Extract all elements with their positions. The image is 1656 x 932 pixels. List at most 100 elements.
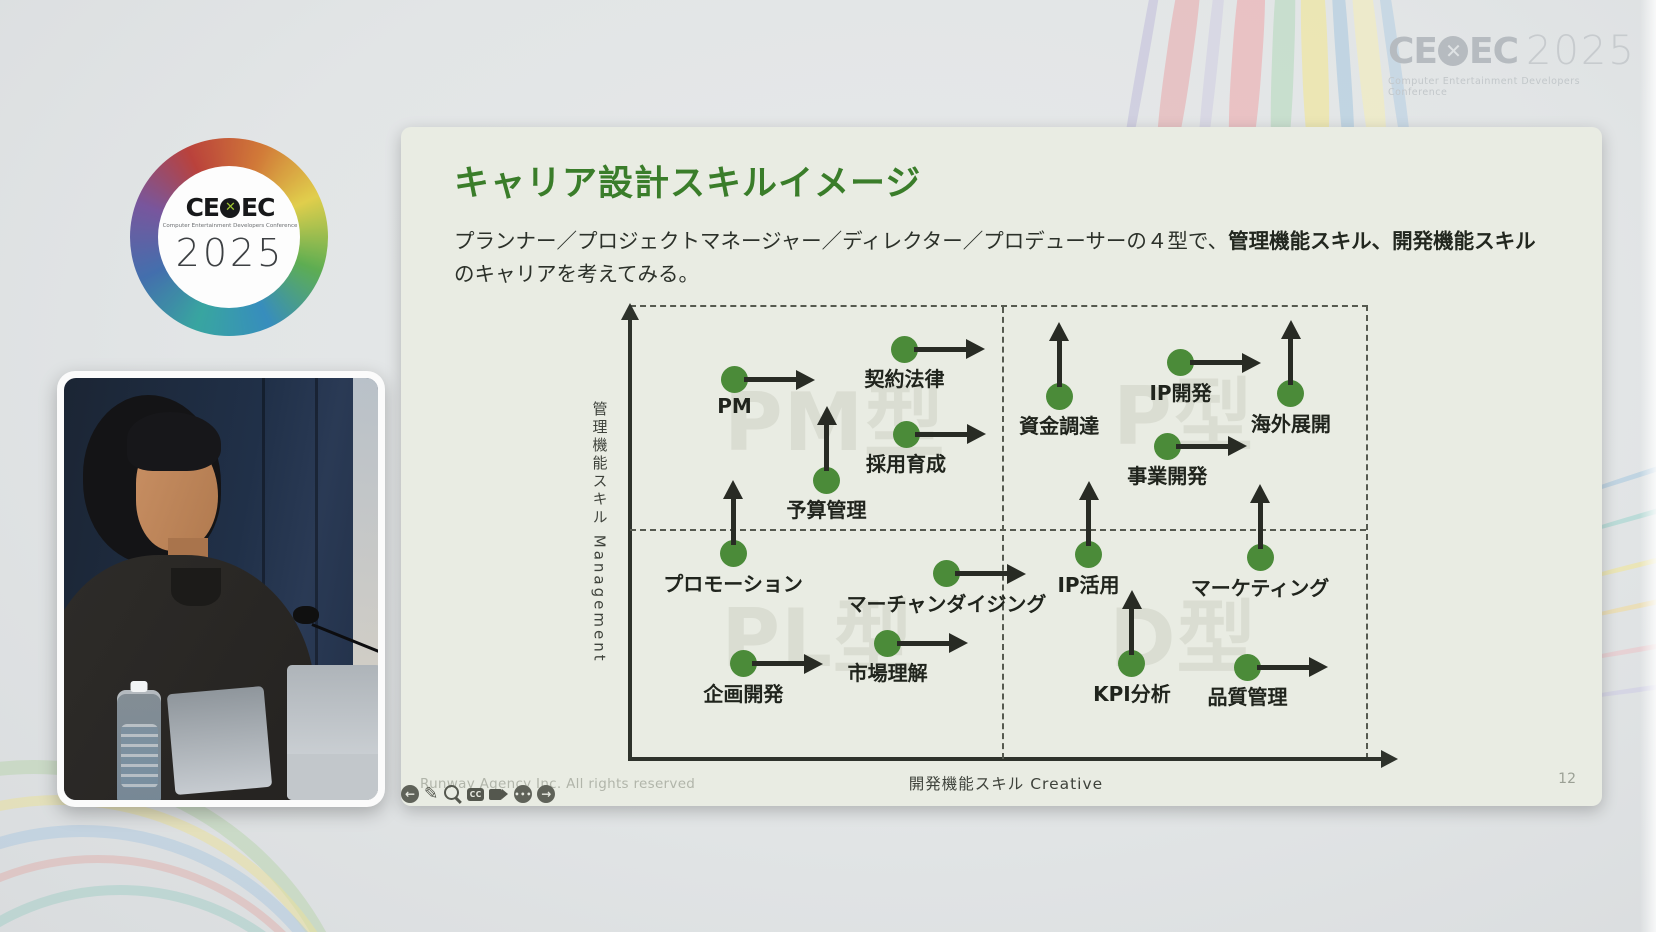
arrow-right-icon	[913, 346, 967, 352]
chart-y-axis-label: 管理機能スキル Management	[590, 400, 609, 664]
arrow-up-icon	[730, 497, 736, 545]
annotate-icon[interactable]: ✎	[424, 783, 439, 804]
quadrant-divider-vertical	[1001, 307, 1004, 759]
captions-icon[interactable]: CC	[467, 787, 485, 801]
arrow-up-head-icon	[1250, 483, 1271, 503]
microphone-icon	[293, 605, 320, 624]
data-point-label: プロモーション	[663, 571, 803, 596]
water-bottle	[117, 690, 162, 800]
data-point-label: 契約法律	[864, 367, 945, 392]
arrow-right-head-icon	[1007, 563, 1027, 584]
data-point-label: マーケティング	[1190, 575, 1330, 600]
arrow-right-icon	[1256, 664, 1310, 670]
data-point-label: 海外展開	[1250, 411, 1331, 436]
data-point-dot	[813, 466, 840, 494]
subtitle-bold-text: 管理機能スキル、開発機能スキル	[1228, 229, 1536, 253]
data-point-dot	[1246, 544, 1274, 572]
more-options-icon[interactable]: •••	[514, 785, 533, 803]
next-slide-icon[interactable]: →	[537, 785, 556, 803]
slide-title: キャリア設計スキルイメージ	[454, 164, 922, 204]
data-point-dot	[1045, 382, 1073, 410]
data-point-label: 採用育成	[866, 452, 946, 477]
camera-icon[interactable]	[489, 788, 509, 800]
data-point-label: マーチャンダイジング	[846, 591, 1047, 616]
data-point-label: 事業開発	[1127, 464, 1208, 489]
subtitle-text: のキャリアを考えてみる。	[454, 262, 699, 287]
cedec-x-icon: ✕	[1438, 36, 1469, 66]
speaker-hair-front	[126, 411, 221, 471]
arrow-right-icon	[1176, 443, 1230, 449]
arrow-right-head-icon	[1241, 352, 1261, 373]
presentation-slide: キャリア設計スキルイメージ プランナー／プロジェクトマネージャー／ディレクター／…	[401, 127, 1602, 806]
arrow-up-icon	[1056, 340, 1062, 388]
cedec-year: 2025	[175, 231, 285, 275]
laptop-left	[166, 686, 273, 796]
right-edge-highlight	[1640, 0, 1656, 932]
cedec-wordmark: CE ✕ EC	[1388, 30, 1519, 72]
data-point-dot	[1277, 380, 1305, 408]
slide-page-number: 12	[1558, 771, 1576, 787]
data-point-label: KPI分析	[1093, 681, 1171, 706]
speaker-video-feed	[57, 371, 385, 807]
arrow-up-head-icon	[1280, 319, 1301, 339]
data-point-dot	[1118, 650, 1146, 678]
cedec-side-logo: CE ✕ EC Computer Entertainment Developers …	[122, 138, 338, 346]
career-skill-quadrant-chart: PM型 P型 PL型 D型 PM 契約法律 採用育成 予算管理 資金調達 IP開発 海外展開 事業開発…	[621, 303, 1398, 768]
arrow-right-icon	[896, 640, 950, 646]
y-axis-line	[628, 309, 632, 761]
arrow-up-head-icon	[1049, 322, 1070, 342]
data-point-dot	[719, 540, 747, 568]
cedec-swirl-ring	[130, 138, 328, 336]
arrow-right-icon	[743, 377, 797, 383]
y-axis-arrowhead-icon	[621, 303, 639, 320]
arrow-right-head-icon	[804, 653, 824, 674]
arrow-right-icon	[752, 661, 806, 667]
cedec-x-icon: ✕	[220, 197, 240, 218]
arrow-up-head-icon	[816, 406, 837, 426]
speaker-collar	[170, 567, 221, 606]
chart-x-axis-label: 開発機能スキル Creative	[908, 775, 1104, 793]
arrow-up-icon	[1288, 337, 1294, 385]
cedec-wordmark: CE ✕ EC	[185, 193, 276, 222]
subtitle-text: プランナー／プロジェクトマネージャー／ディレクター／プロデューサーの４型で、	[454, 229, 1229, 253]
data-point-label: IP開発	[1149, 380, 1212, 405]
x-axis-arrowhead-icon	[1381, 750, 1398, 768]
arrow-right-icon	[915, 431, 968, 437]
zoom-icon[interactable]	[444, 785, 460, 800]
arrow-up-icon	[824, 424, 829, 472]
data-point-label: IP活用	[1057, 572, 1120, 597]
arrow-up-head-icon	[1078, 480, 1099, 500]
cedec-year: 2025	[1526, 28, 1636, 74]
arrow-up-head-icon	[723, 479, 744, 499]
arrow-right-head-icon	[965, 339, 985, 360]
previous-slide-icon[interactable]: ←	[401, 785, 419, 803]
arrow-right-icon	[955, 571, 1009, 577]
x-axis-line	[630, 757, 1382, 761]
data-point-label: PM	[717, 393, 752, 418]
laptop-right	[286, 664, 378, 800]
stream-toolbar: ← ✎ CC ••• →	[401, 783, 556, 804]
data-point-label: 企画開発	[703, 681, 784, 706]
arrow-up-icon	[1086, 498, 1092, 546]
cedec-caption: Computer Entertainment Developers Confer…	[1388, 76, 1581, 98]
data-point-dot	[1075, 541, 1103, 569]
data-point-label: 品質管理	[1207, 685, 1288, 710]
arrow-right-head-icon	[795, 369, 815, 390]
stage-curtain-seam	[315, 378, 319, 800]
copyright-text: Runway Agency Inc. All rights reserved	[420, 776, 696, 792]
arrow-right-head-icon	[967, 424, 986, 445]
slide-subtitle: プランナー／プロジェクトマネージャー／ディレクター／プロデューサーの４型で、管理…	[454, 225, 1550, 291]
arrow-up-head-icon	[1121, 589, 1142, 609]
arrow-right-head-icon	[1228, 436, 1248, 457]
arrow-up-icon	[1257, 501, 1263, 549]
quadrant-divider-horizontal	[630, 528, 1366, 531]
cedec-caption: Computer Entertainment Developers Confer…	[162, 223, 298, 229]
arrow-right-icon	[1189, 360, 1243, 366]
data-point-label: 予算管理	[786, 498, 867, 523]
arrow-up-icon	[1129, 607, 1135, 655]
arrow-right-head-icon	[948, 633, 968, 654]
arrow-right-head-icon	[1308, 657, 1328, 678]
cedec-watermark-logo: CE ✕ EC 2025 Computer Entertainment Develo…	[1388, 28, 1636, 98]
data-point-label: 資金調達	[1019, 414, 1100, 439]
